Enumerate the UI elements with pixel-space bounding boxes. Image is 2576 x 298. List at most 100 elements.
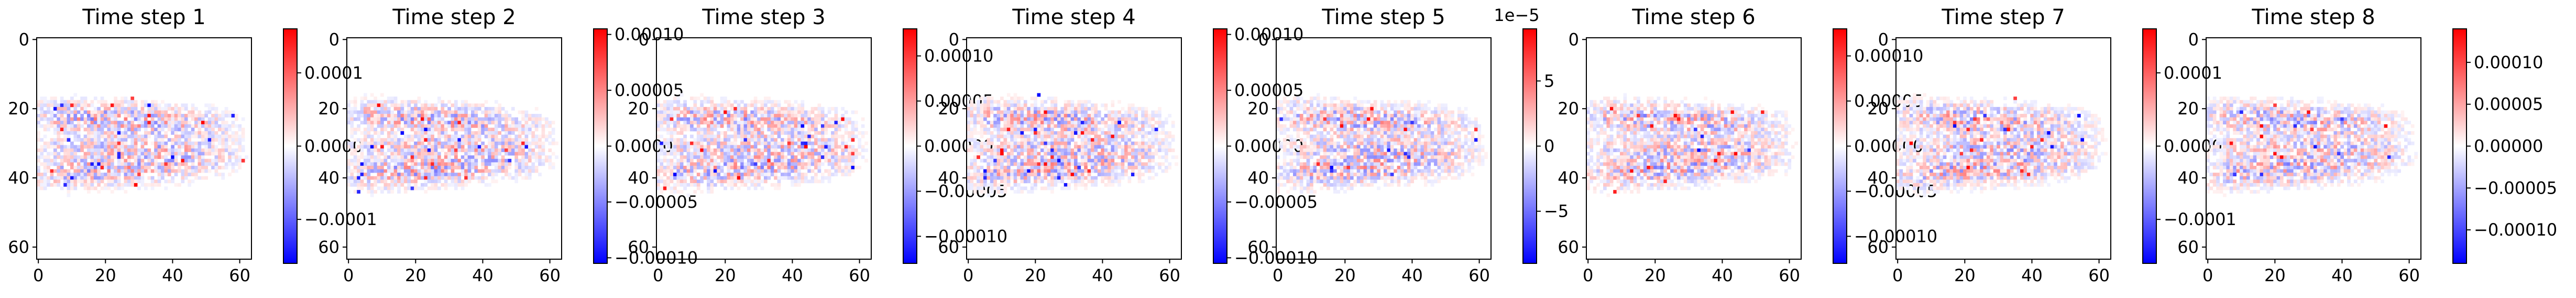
- heatmap-cell: [474, 110, 478, 114]
- heatmap-cell: [730, 179, 734, 183]
- heatmap-cell: [774, 121, 777, 124]
- heatmap-cell: [404, 142, 408, 145]
- heatmap-cell: [347, 162, 350, 166]
- heatmap-cell: [1114, 176, 1118, 180]
- heatmap-cell: [218, 124, 222, 128]
- heatmap-cell: [374, 148, 377, 152]
- heatmap-cell: [91, 152, 94, 156]
- heatmap-cell: [464, 173, 468, 176]
- heatmap-cell: [218, 148, 222, 152]
- heatmap-cell: [737, 187, 741, 190]
- heatmap-cell: [1128, 114, 1132, 118]
- heatmap-cell: [91, 187, 94, 190]
- heatmap-cell: [43, 179, 47, 183]
- heatmap-cell: [404, 148, 408, 152]
- heatmap-cell: [63, 127, 67, 131]
- heatmap-cell: [447, 100, 451, 104]
- heatmap-cell: [461, 121, 465, 124]
- heatmap-cell: [676, 162, 680, 166]
- heatmap-cell: [40, 110, 43, 114]
- heatmap-cell: [120, 97, 124, 100]
- heatmap-cell: [1034, 152, 1037, 156]
- heatmap-cell: [117, 110, 121, 114]
- heatmap-cell: [1044, 100, 1047, 104]
- heatmap-cell: [141, 135, 145, 139]
- heatmap-cell: [831, 135, 835, 139]
- heatmap-cell: [221, 121, 225, 124]
- heatmap-cell: [447, 124, 451, 128]
- heatmap-cell: [144, 135, 148, 139]
- heatmap-cell: [414, 162, 418, 166]
- heatmap-cell: [360, 176, 364, 180]
- heatmap-cell: [383, 118, 387, 121]
- heatmap-cell: [471, 173, 475, 176]
- heatmap-cell: [451, 103, 455, 107]
- heatmap-cell: [1060, 131, 1064, 135]
- heatmap-cell: [666, 138, 670, 142]
- heatmap-cell: [457, 162, 461, 166]
- heatmap-cell: [114, 100, 117, 104]
- heatmap-cell: [242, 138, 245, 142]
- heatmap-cell: [1037, 124, 1041, 128]
- heatmap-cell: [97, 162, 101, 166]
- heatmap-cell: [461, 103, 465, 107]
- heatmap-cell: [447, 114, 451, 118]
- heatmap-cell: [111, 173, 114, 176]
- heatmap-cell: [724, 103, 727, 107]
- heatmap-cell: [997, 103, 1001, 107]
- heatmap-cell: [740, 145, 744, 148]
- heatmap-cell: [730, 118, 734, 121]
- heatmap-cell: [1131, 173, 1135, 176]
- heatmap-cell: [670, 131, 674, 135]
- heatmap-cell: [84, 135, 87, 139]
- heatmap-cell: [461, 173, 465, 176]
- heatmap-cell: [91, 162, 94, 166]
- heatmap-cell: [831, 162, 835, 166]
- heatmap-cell: [421, 127, 424, 131]
- heatmap-cell: [676, 152, 680, 156]
- heatmap-cell: [676, 145, 680, 148]
- heatmap-cell: [57, 114, 60, 118]
- heatmap-cell: [740, 142, 744, 145]
- heatmap-cell: [147, 107, 151, 111]
- heatmap-cell: [364, 131, 367, 135]
- heatmap-cell: [848, 135, 851, 139]
- heatmap-cell: [973, 148, 977, 152]
- heatmap-cell: [87, 148, 91, 152]
- heatmap-cell: [117, 124, 121, 128]
- heatmap-cell: [191, 162, 195, 166]
- heatmap-cell: [1014, 148, 1017, 152]
- heatmap-cell: [130, 103, 134, 107]
- heatmap-cell: [986, 107, 990, 111]
- heatmap-cell: [367, 187, 370, 190]
- heatmap-cell: [1064, 103, 1068, 107]
- heatmap-cell: [485, 162, 488, 166]
- heatmap-cell: [704, 131, 707, 135]
- heatmap-cell: [1027, 124, 1031, 128]
- heatmap-cell: [1027, 142, 1031, 145]
- heatmap-cell: [188, 179, 191, 183]
- heatmap-cell: [188, 121, 191, 124]
- heatmap-cell: [232, 124, 235, 128]
- heatmap-cell: [370, 142, 374, 145]
- heatmap-cell: [821, 118, 825, 121]
- heatmap-cell: [431, 166, 434, 169]
- heatmap-cell: [461, 183, 465, 187]
- heatmap-cell: [441, 183, 444, 187]
- heatmap-cell: [70, 179, 74, 183]
- heatmap-cell: [1014, 93, 1017, 97]
- heatmap-cell: [993, 100, 997, 104]
- heatmap-cell: [1024, 135, 1027, 139]
- heatmap-cell: [491, 142, 495, 145]
- heatmap-cell: [771, 121, 774, 124]
- heatmap-cell: [158, 183, 161, 187]
- heatmap-cell: [1114, 142, 1118, 145]
- heatmap-cell: [424, 176, 427, 180]
- heatmap-cell: [791, 152, 794, 156]
- heatmap-cell: [215, 138, 218, 142]
- heatmap-cell: [114, 121, 117, 124]
- heatmap-cell: [986, 155, 990, 159]
- heatmap-cell: [468, 179, 472, 183]
- heatmap-cell: [488, 152, 491, 156]
- heatmap-cell: [1138, 145, 1142, 148]
